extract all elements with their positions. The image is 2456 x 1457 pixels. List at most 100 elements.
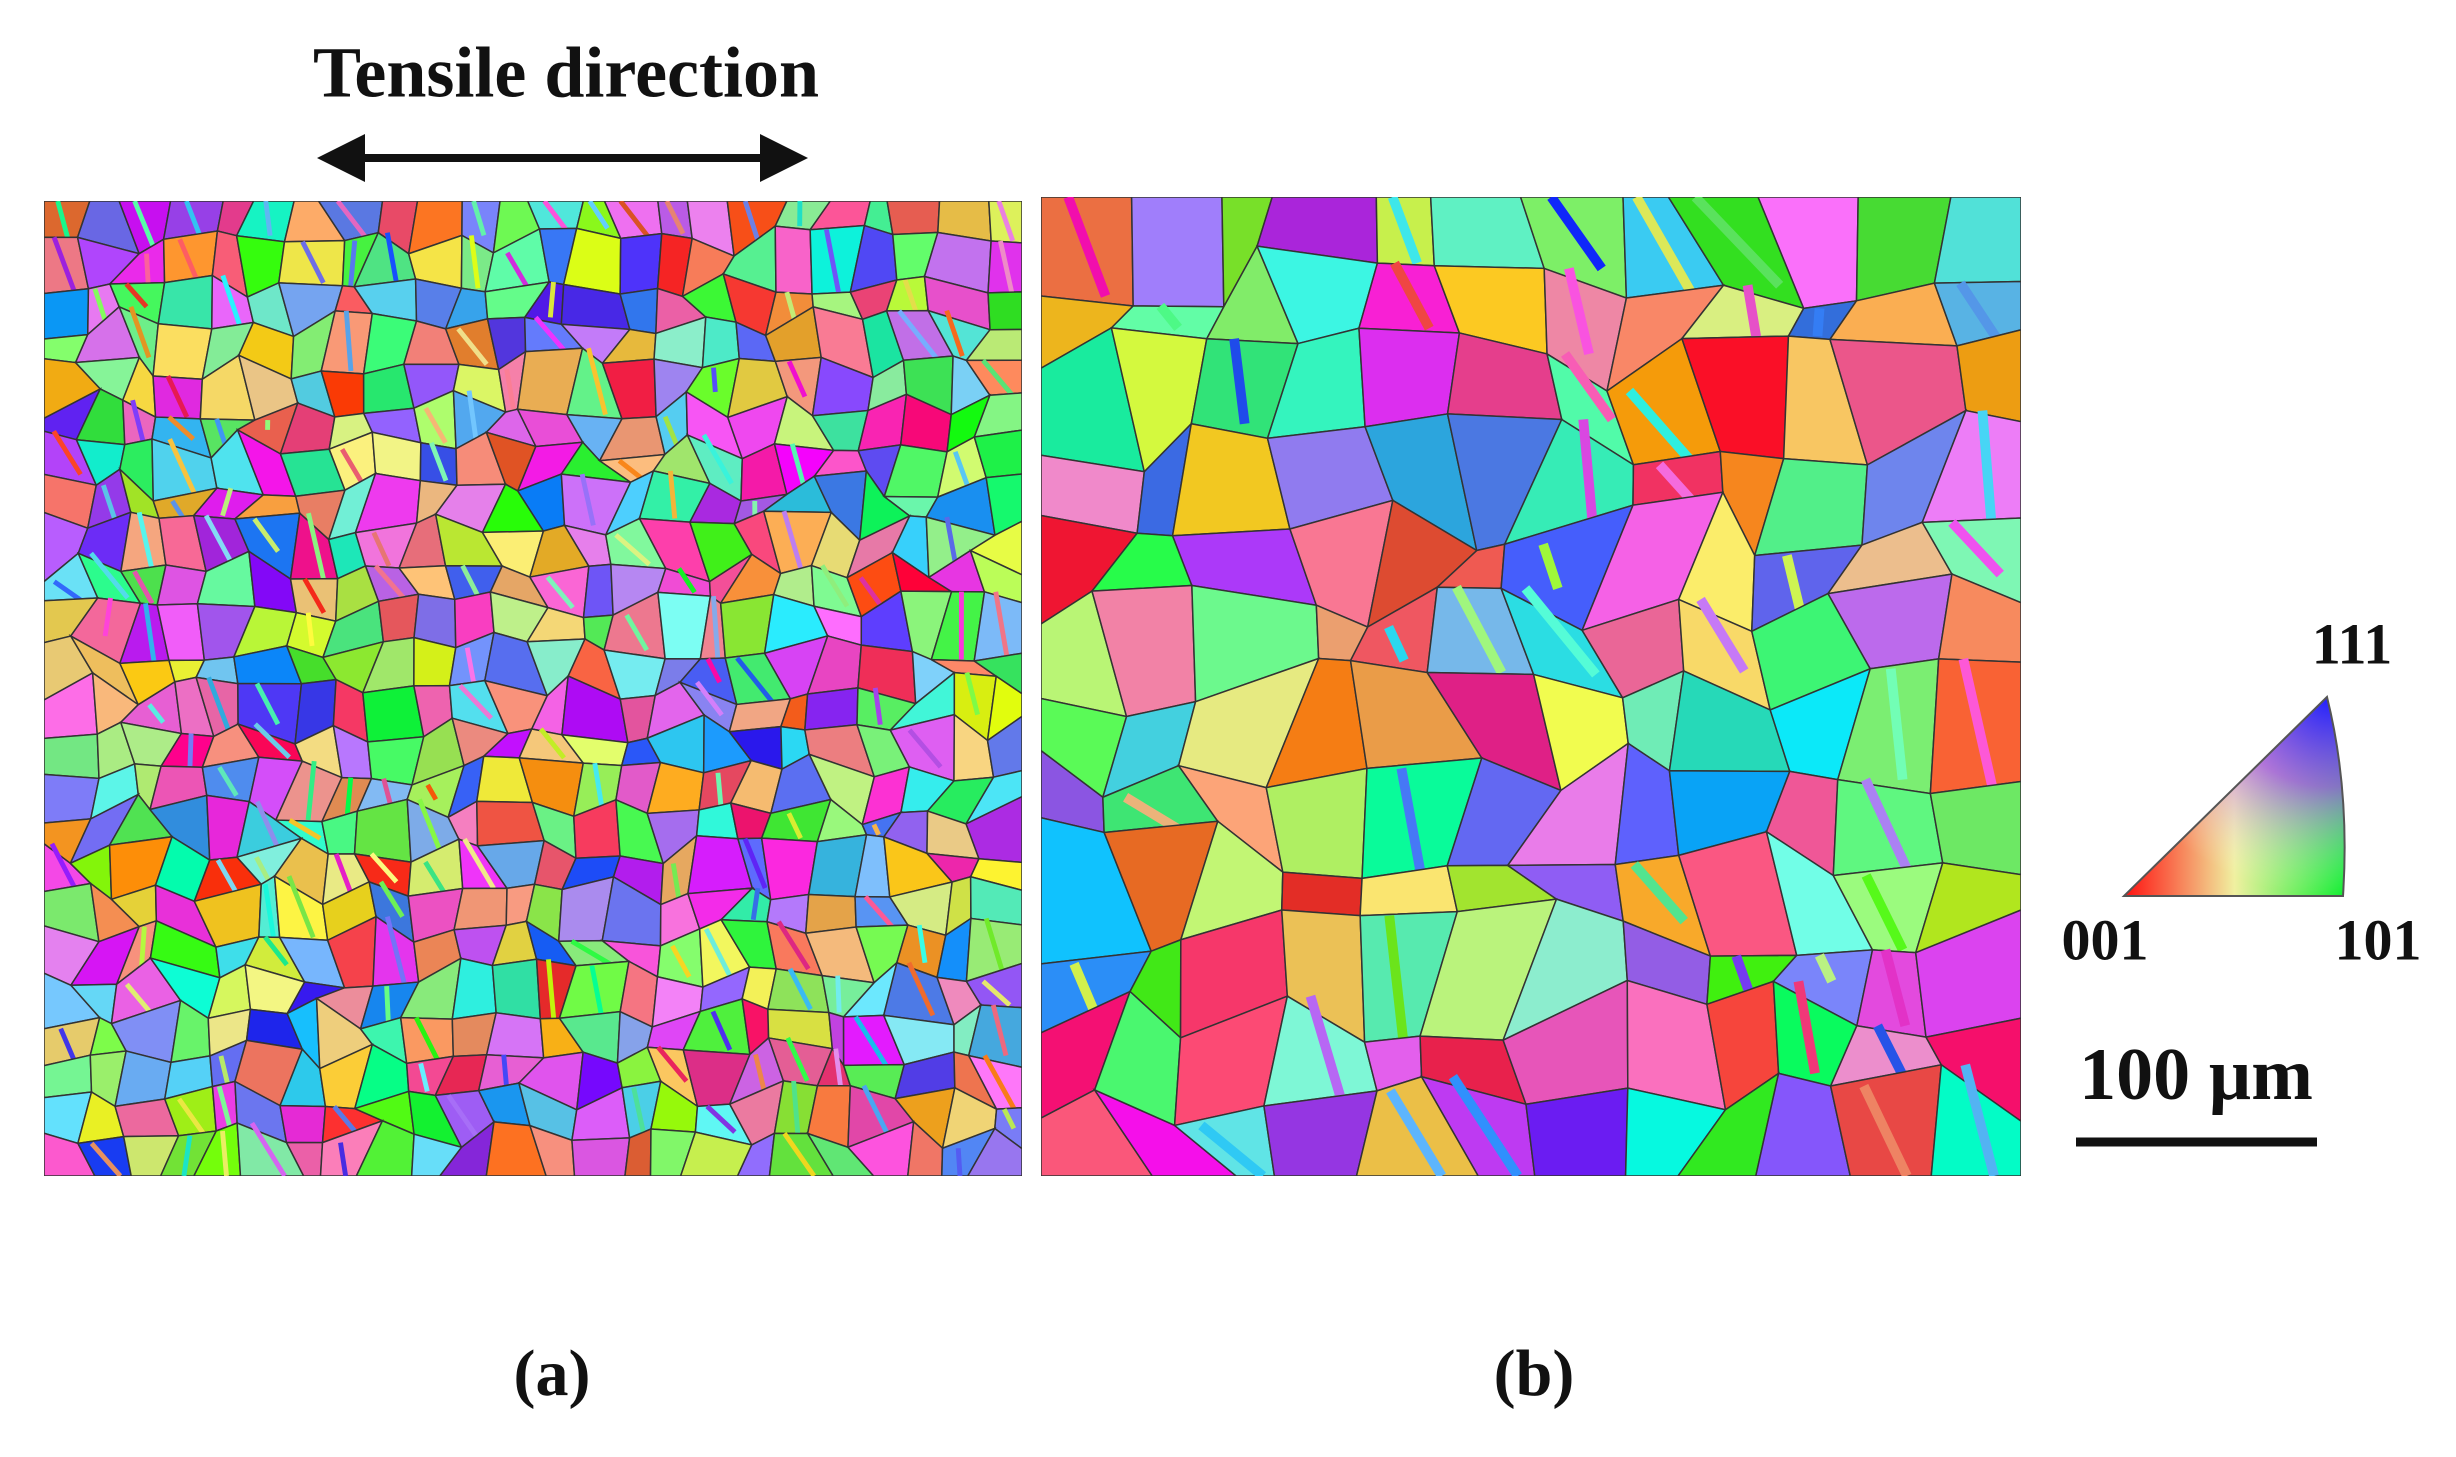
twin [181, 1135, 193, 1176]
twin [872, 687, 883, 726]
legend-label: 111 [2312, 611, 2393, 676]
twin [1564, 267, 1594, 356]
grain [986, 674, 1022, 743]
twin [1063, 197, 1111, 298]
twin [1960, 1063, 1999, 1176]
twin [52, 579, 84, 603]
twin [791, 1080, 801, 1134]
twin [1696, 596, 1749, 674]
grain [410, 1133, 463, 1176]
grain [377, 593, 420, 643]
twin [300, 240, 326, 284]
twin [218, 1055, 231, 1088]
grain [1263, 1090, 1378, 1176]
twin [964, 672, 980, 716]
twin [187, 733, 194, 767]
twin [1521, 585, 1600, 678]
grain [285, 1141, 324, 1176]
twin [916, 924, 928, 964]
twin [1396, 767, 1427, 880]
twin [586, 347, 608, 416]
grain [968, 520, 1022, 576]
grain [1933, 197, 2021, 284]
grain [491, 958, 542, 1020]
grain [1920, 517, 2021, 604]
twin [1198, 1121, 1267, 1176]
twin [853, 1015, 889, 1067]
grain [964, 328, 1022, 362]
twin [695, 680, 724, 717]
grain [571, 1137, 631, 1176]
grain [969, 875, 1022, 926]
twin [305, 760, 317, 821]
twin [220, 487, 234, 517]
twin [547, 281, 556, 318]
twin [252, 517, 281, 553]
ebsd-map-b [1041, 197, 2021, 1176]
twin [468, 235, 481, 289]
twin [907, 728, 943, 769]
legend-label: 001 [2062, 907, 2149, 972]
grain [886, 201, 941, 236]
twin [1948, 519, 2004, 578]
twin [378, 880, 405, 918]
grain [994, 1106, 1022, 1150]
twin [1742, 284, 1762, 340]
twin [1632, 197, 1699, 301]
twin [705, 1104, 737, 1134]
twin [1448, 1074, 1522, 1176]
grain [766, 968, 830, 1014]
twin [413, 1016, 442, 1065]
grain [965, 962, 1022, 1009]
grain [485, 1121, 547, 1176]
twin [460, 564, 482, 601]
grain [453, 887, 508, 931]
twin [785, 1036, 810, 1082]
twin [705, 657, 722, 684]
grain [969, 549, 1022, 604]
grain [1092, 1088, 1238, 1176]
grain [1914, 862, 2021, 954]
grain [624, 1127, 652, 1176]
grain [973, 429, 1022, 479]
twin [820, 564, 850, 608]
twin [504, 369, 517, 413]
twin [1977, 410, 1997, 523]
twin [1625, 387, 1698, 469]
twin [545, 959, 557, 1019]
grain [582, 563, 614, 619]
twin [177, 238, 201, 284]
scale-bar-label: 100 µm [2079, 1034, 2313, 1116]
grain [279, 1104, 327, 1144]
twin [1815, 953, 1837, 984]
grain [619, 232, 663, 295]
twin [1812, 307, 1825, 337]
twin [286, 875, 316, 939]
grain [1755, 1072, 1852, 1176]
grain [1956, 329, 2021, 423]
twin [501, 1054, 510, 1091]
grain [973, 392, 1022, 438]
grain [319, 1119, 384, 1176]
twin [670, 944, 692, 978]
twin [750, 887, 761, 921]
twin [538, 727, 566, 760]
twin [371, 531, 392, 567]
grain [1914, 909, 2021, 1039]
twin [624, 613, 649, 652]
twin [1861, 873, 1908, 953]
twin [897, 309, 941, 362]
twin [1452, 584, 1506, 675]
twin [369, 852, 399, 884]
twin [786, 812, 803, 840]
twin [589, 965, 605, 1019]
twin [1859, 1083, 1912, 1176]
twin [993, 591, 1011, 662]
twin [143, 602, 157, 664]
title: Tensile direction [313, 33, 819, 113]
twin [1691, 197, 1784, 289]
twin [89, 1141, 123, 1176]
twin [982, 1054, 1017, 1111]
twin [128, 305, 152, 359]
grain [361, 684, 425, 743]
